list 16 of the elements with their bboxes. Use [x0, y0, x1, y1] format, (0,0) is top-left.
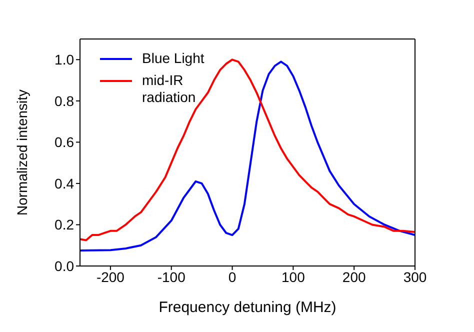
- x-axis-title: Frequency detuning (MHz): [158, 299, 336, 316]
- y-tick-label: 0.0: [54, 258, 74, 274]
- y-tick-label: 0.8: [54, 92, 74, 109]
- y-axis-title: Normalized intensity: [14, 89, 30, 216]
- legend-label: mid-IR radiation: [142, 72, 197, 106]
- legend-label: Blue Light: [142, 50, 204, 67]
- x-tick-label: 0: [228, 268, 236, 285]
- y-tick-label: 1.0: [54, 52, 74, 68]
- y-tick-label: 0.6: [54, 134, 74, 150]
- y-tick-label: 0.2: [54, 216, 74, 233]
- x-tick-label: 300: [403, 268, 427, 285]
- x-tick-label: 100: [282, 268, 306, 285]
- y-tick-label: 0.4: [54, 175, 74, 192]
- x-tick-label: -200: [96, 268, 125, 285]
- x-tick-label: -100: [157, 268, 186, 285]
- x-tick-label: 200: [342, 268, 366, 285]
